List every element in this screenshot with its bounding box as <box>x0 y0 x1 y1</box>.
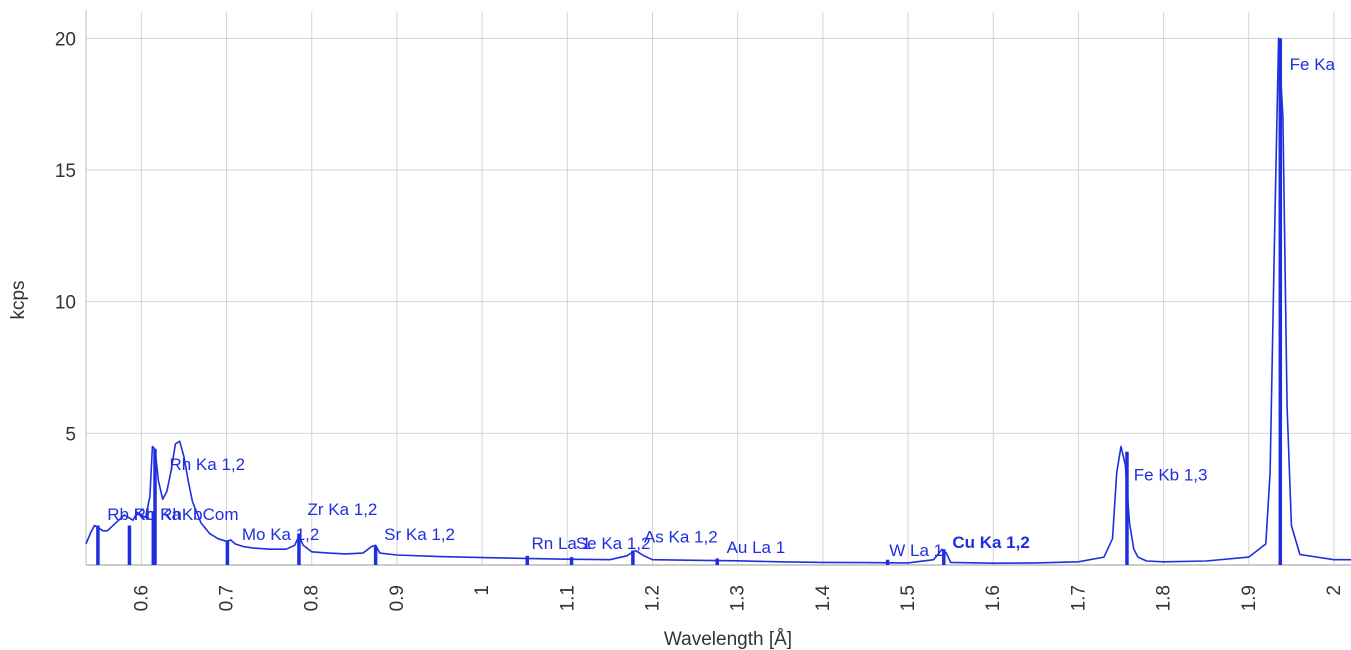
x-tick-label: 1.8 <box>1154 585 1175 611</box>
peak-label: RhKbCom <box>160 505 238 524</box>
y-axis-title: kcps <box>8 280 29 319</box>
x-tick-label: 1.4 <box>813 585 834 612</box>
y-tick-label: 20 <box>55 29 76 50</box>
x-tick-label: 0.7 <box>217 585 238 611</box>
y-tick-label: 15 <box>55 161 76 182</box>
spectrum-line <box>85 37 1351 564</box>
peak-label: W La 1 <box>889 541 943 560</box>
x-axis-ticks: 0.6 0.7 0.8 0.9 1 1.1 1.2 1.3 1.4 1.5 1.6 1.7 1.8 1.9… <box>131 585 1345 612</box>
grid-lines <box>86 12 1351 565</box>
peak-label: Rn La 1 <box>532 534 592 553</box>
peak-label: Cu Ka 1,2 <box>952 533 1029 552</box>
x-tick-label: 1.3 <box>728 585 749 611</box>
x-tick-label: 1.7 <box>1068 585 1089 611</box>
x-tick-label: 0.8 <box>302 585 323 611</box>
x-axis-title: Wavelength [Å] <box>664 629 792 650</box>
x-tick-label: 1.6 <box>983 585 1004 611</box>
y-tick-label: 10 <box>55 293 76 314</box>
peak-label: Se Ka 1,2 <box>576 534 651 553</box>
x-tick-label: 0.6 <box>131 585 152 611</box>
peak-label: Rb Ka <box>134 505 182 524</box>
peak-label: Fe Ka <box>1290 55 1336 74</box>
y-axis-ticks: 5 10 15 20 <box>55 29 76 445</box>
peak-label: Fe Kb 1,3 <box>1134 466 1208 485</box>
peak-label: Mo Ka 1,2 <box>242 525 320 544</box>
peak-label: As Ka 1,2 <box>644 528 718 547</box>
x-tick-label: 1.9 <box>1239 585 1260 611</box>
peak-label: Au La 1 <box>727 538 786 557</box>
x-tick-label: 1.5 <box>898 585 919 611</box>
spectrum-series <box>85 37 1351 564</box>
peak-label: Zr Ka 1,2 <box>307 500 377 519</box>
y-tick-label: 5 <box>65 424 76 445</box>
peak-label: Rh Ka 1,2 <box>169 455 245 474</box>
x-tick-label: 0.9 <box>387 585 408 611</box>
x-tick-label: 1 <box>472 585 493 596</box>
x-tick-label: 1.1 <box>557 585 578 611</box>
peak-markers <box>96 38 1283 565</box>
x-tick-label: 1.2 <box>642 585 663 611</box>
peak-label: Rb Kb <box>107 505 154 524</box>
peak-label: Sr Ka 1,2 <box>384 525 455 544</box>
x-tick-label: 2 <box>1324 585 1345 596</box>
